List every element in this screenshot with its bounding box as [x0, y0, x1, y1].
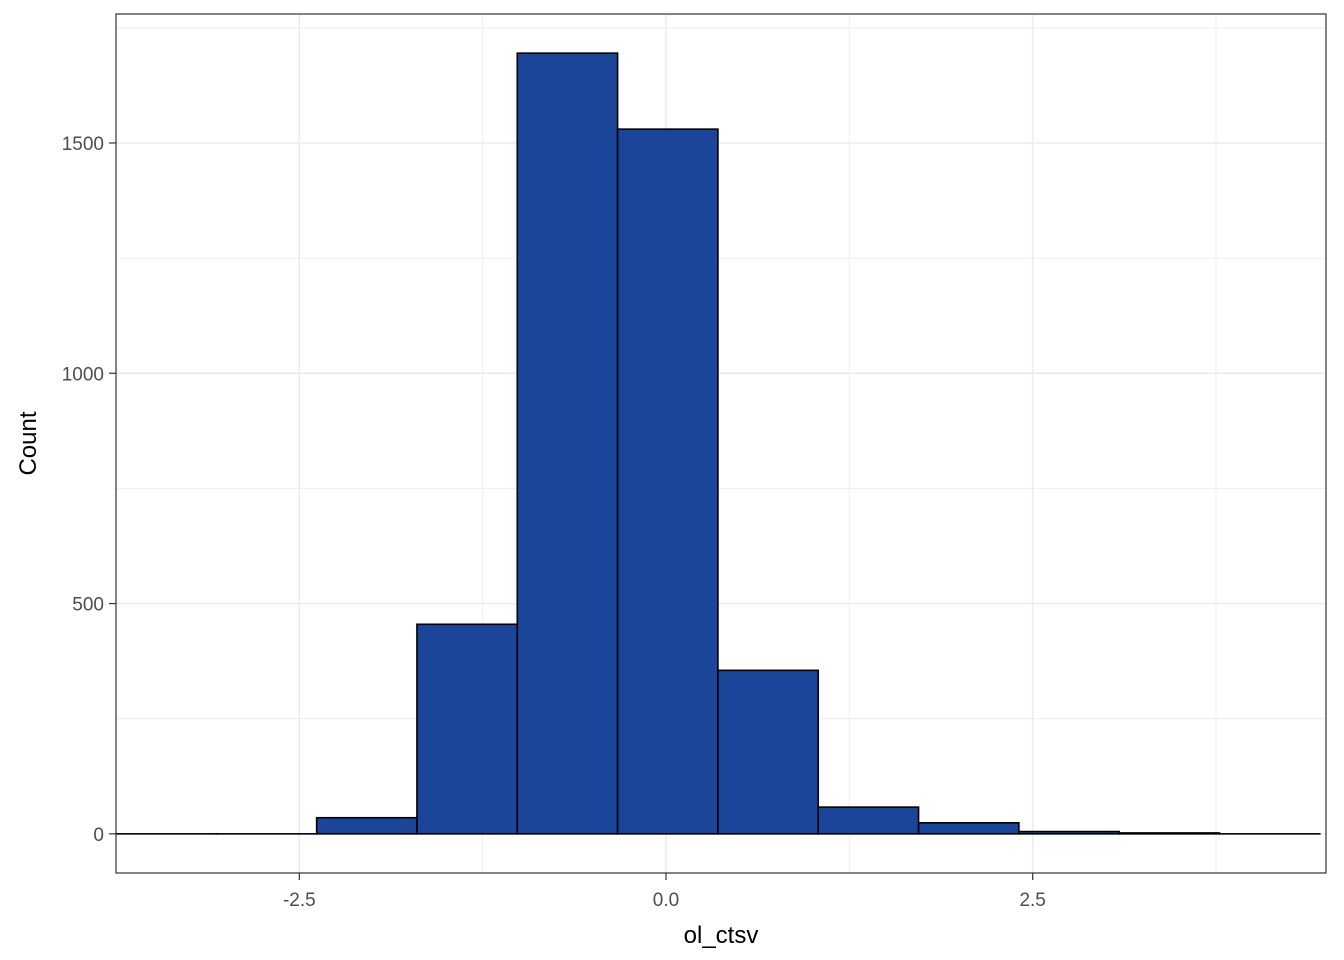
histogram-bar [516, 52, 619, 835]
y-tick-label: 500 [72, 595, 104, 616]
x-tick-label: 0.0 [653, 890, 679, 911]
x-axis-ticks: -2.5 0.0 2.5 [283, 873, 1046, 911]
x-tick-label: -2.5 [283, 890, 316, 911]
histogram-bar [717, 669, 820, 835]
histogram-bar [315, 816, 418, 835]
y-axis-ticks: 0 500 1000 1500 [62, 134, 116, 846]
x-tick-label: 2.5 [1019, 890, 1045, 911]
y-tick-label: 0 [93, 825, 104, 846]
histogram-bar [416, 623, 519, 835]
histogram-bar [917, 821, 1020, 835]
histogram-bar [1118, 832, 1221, 835]
histogram-bars [115, 52, 1321, 835]
x-axis-title: ol_ctsv [684, 922, 759, 949]
y-axis-title: Count [15, 411, 42, 475]
histogram-bar [817, 806, 920, 835]
histogram-bar [1018, 830, 1121, 835]
panel-border [115, 13, 1327, 874]
y-tick-label: 1500 [62, 134, 104, 155]
histogram-bar [616, 128, 719, 835]
y-tick-label: 1000 [62, 364, 104, 385]
